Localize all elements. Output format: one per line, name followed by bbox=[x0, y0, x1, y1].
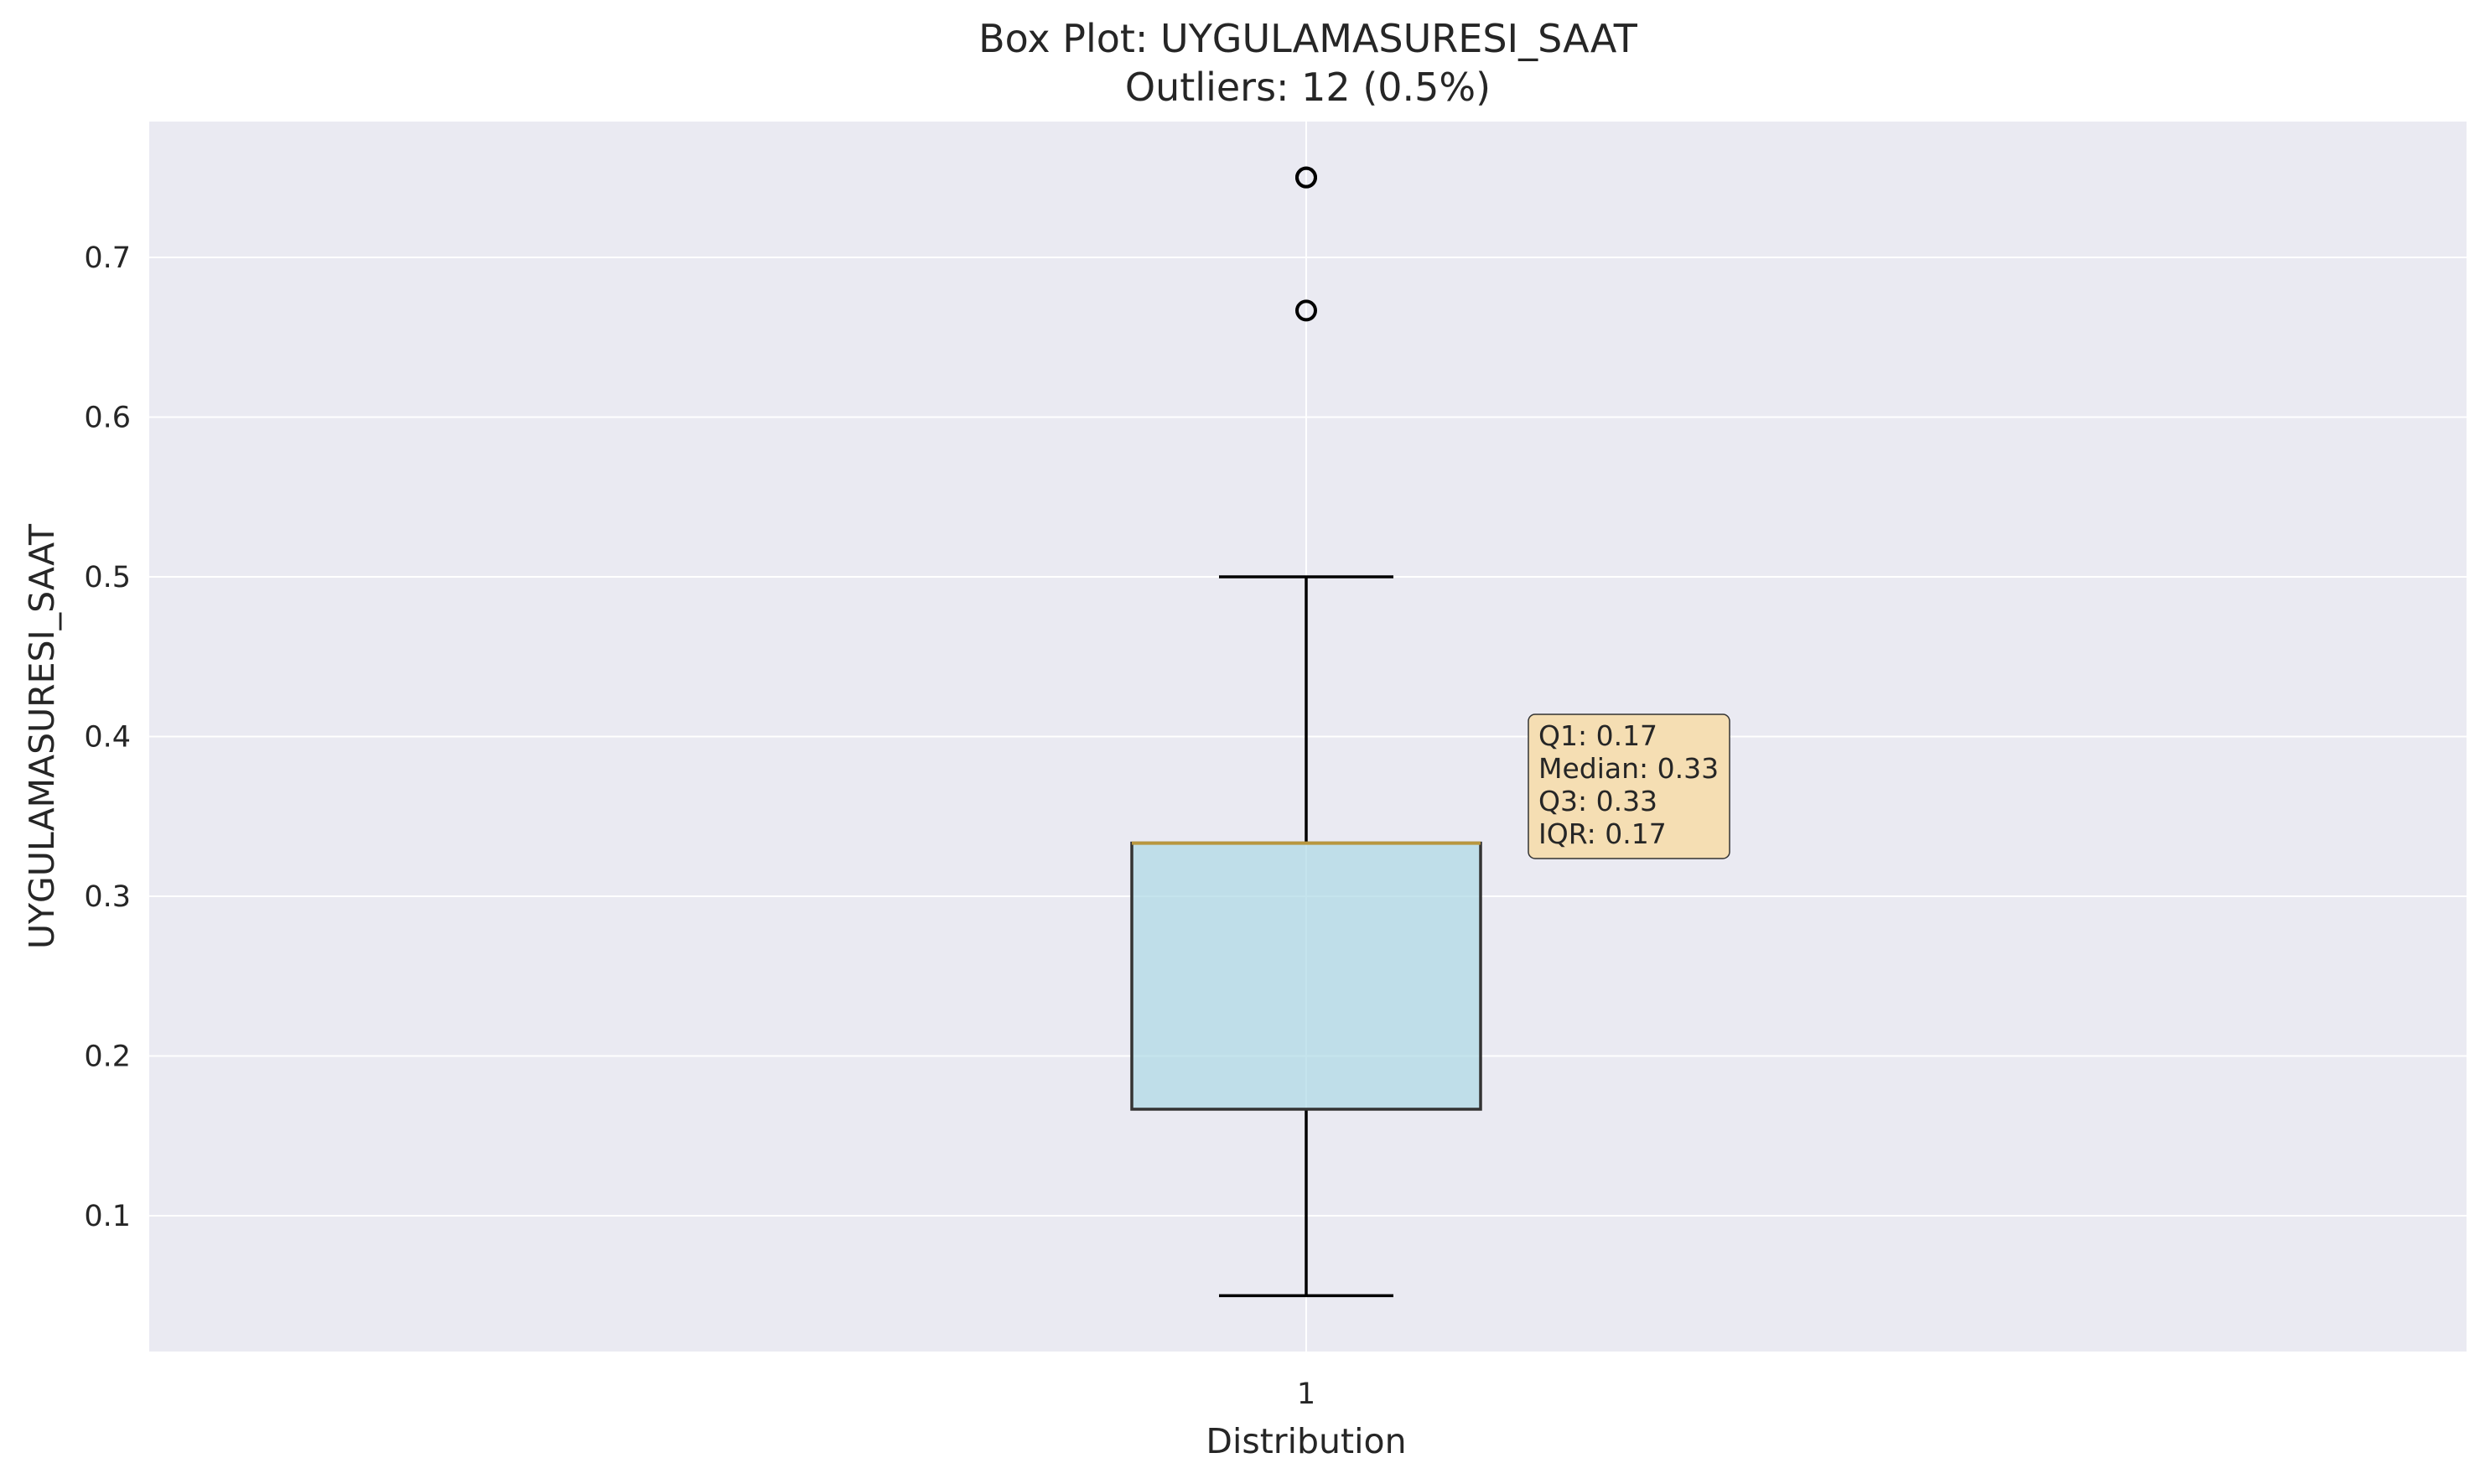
y-tick-label: 0.6 bbox=[84, 401, 131, 434]
annotation-box bbox=[1528, 713, 1730, 859]
chart-title: Box Plot: UYGULAMASURESI_SAAT bbox=[978, 16, 1638, 61]
outlier-point bbox=[1295, 166, 1317, 189]
annotation-line: Median: 0.33 bbox=[1538, 752, 1719, 785]
chart-subtitle: Outliers: 12 (0.5%) bbox=[1125, 65, 1491, 110]
annotation-line: Q3: 0.33 bbox=[1538, 785, 1657, 817]
y-tick-label: 0.3 bbox=[84, 880, 131, 914]
x-axis-label: Distribution bbox=[1206, 1421, 1406, 1461]
outlier-point bbox=[1295, 299, 1317, 322]
y-tick-label: 0.4 bbox=[84, 721, 131, 755]
iqr-box bbox=[1130, 841, 1482, 1111]
annotation-line: IQR: 0.17 bbox=[1538, 817, 1667, 850]
y-tick-label: 0.2 bbox=[84, 1040, 131, 1074]
y-tick-label: 0.7 bbox=[84, 241, 131, 275]
tick-labels: 0.1 0.2 0.3 0.4 0.5 0.6 0.7 1 bbox=[84, 241, 1315, 1411]
annotation-line: Q1: 0.17 bbox=[1538, 719, 1657, 752]
y-tick-label: 0.1 bbox=[84, 1200, 131, 1233]
box-layer bbox=[1130, 166, 1482, 1298]
y-tick-label: 0.5 bbox=[84, 561, 131, 594]
y-axis-label: UYGULAMASURESI_SAAT bbox=[22, 523, 62, 949]
x-tick-label: 1 bbox=[1297, 1378, 1315, 1411]
